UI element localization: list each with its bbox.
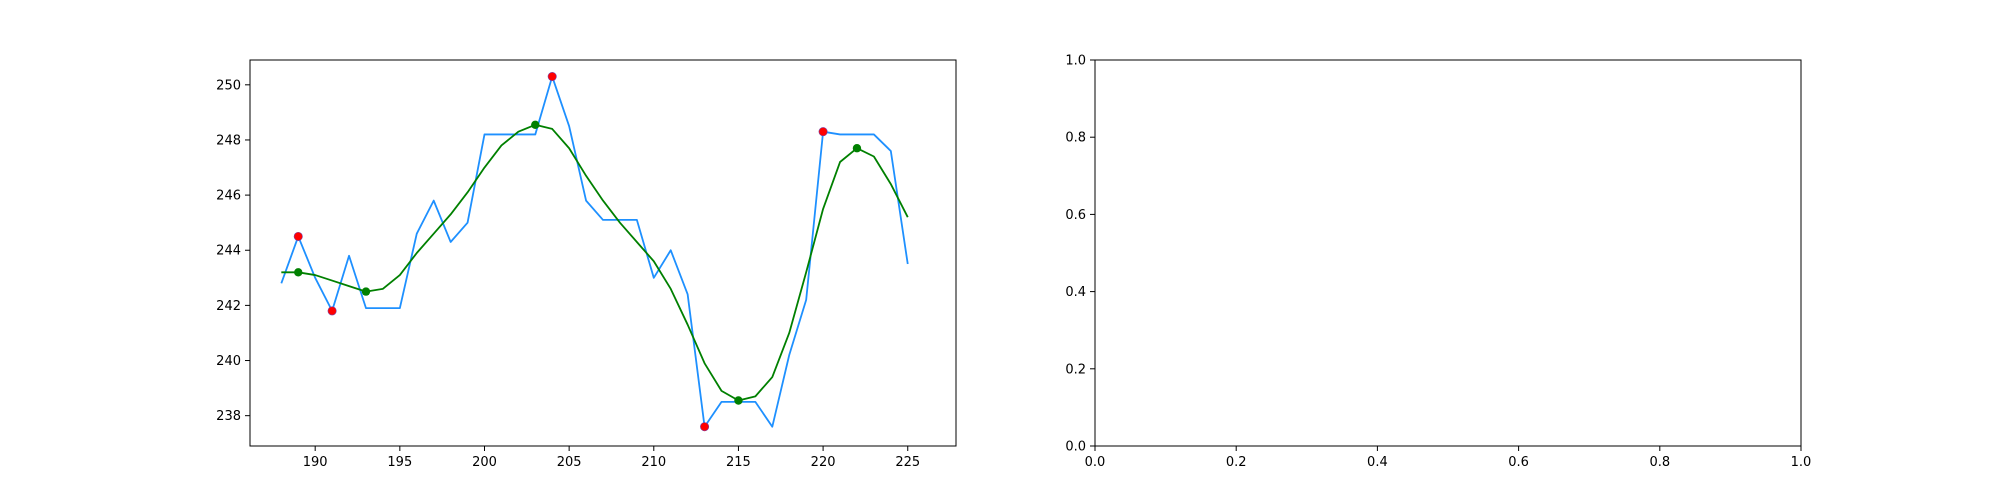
y-tick-label: 0.0 (1065, 440, 1086, 455)
x-tick-label: 200 (472, 455, 497, 470)
x-tick-label: 215 (726, 455, 751, 470)
x-tick-label: 195 (387, 455, 412, 470)
chart-left: 190 195 200 205 210 215 220 225 238 240 242 244 246 2… (216, 59, 957, 470)
scatter-point (531, 120, 540, 129)
y-tick-label: 250 (216, 78, 241, 93)
y-tick-label: 1.0 (1065, 54, 1086, 69)
scatter-point (700, 422, 710, 432)
scatter-point (547, 72, 557, 82)
y-tick-label: 248 (216, 133, 241, 148)
scatter-point (293, 231, 303, 241)
series-line (280, 75, 909, 428)
x-tick-label: 190 (303, 455, 328, 470)
axes-frame (1094, 59, 1802, 447)
scatter-point (818, 127, 828, 137)
scatter-point (734, 396, 743, 405)
y-tick-label: 0.4 (1065, 285, 1086, 300)
y-tick-label: 246 (216, 189, 241, 204)
scatter-point (852, 144, 862, 153)
chart-right: 0.0 0.2 0.4 0.6 0.8 1.0 0.0 0.2 0.4 0.6 0.8 1.0 (1065, 54, 1811, 471)
y-tick-label: 242 (216, 299, 241, 314)
x-tick-label: 220 (811, 455, 836, 470)
x-tick-label: 0.8 (1649, 455, 1670, 470)
scatter-point (294, 268, 303, 277)
x-tick-label: 1.0 (1791, 455, 1812, 470)
axes-frame (249, 59, 957, 447)
x-tick-label: 0.6 (1508, 455, 1529, 470)
scatter-point (327, 306, 337, 316)
y-tick-label: 240 (216, 354, 241, 369)
y-tick-label: 0.2 (1065, 362, 1086, 377)
scatter-point (361, 287, 371, 296)
x-tick-label: 225 (895, 455, 920, 470)
y-tick-label: 244 (216, 244, 241, 259)
x-tick-label: 210 (641, 455, 666, 470)
y-tick-label: 238 (216, 409, 241, 424)
series-line (281, 123, 909, 402)
y-tick-label: 0.6 (1065, 208, 1086, 223)
y-tick-label: 0.8 (1065, 131, 1086, 146)
x-tick-label: 0.2 (1226, 455, 1247, 470)
x-tick-label: 0.4 (1367, 455, 1388, 470)
x-tick-label: 0.0 (1085, 455, 1106, 470)
x-tick-label: 205 (557, 455, 582, 470)
